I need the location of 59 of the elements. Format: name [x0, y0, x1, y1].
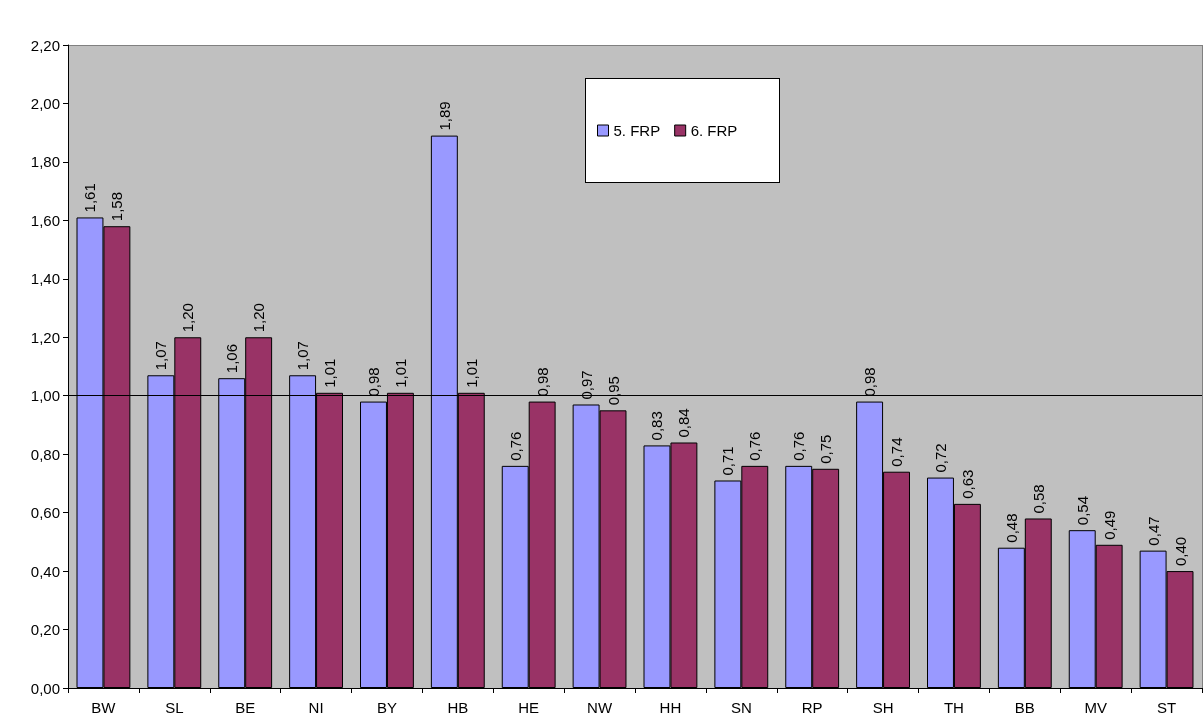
y-tick-label: 1,00	[30, 387, 60, 405]
data-label: 1,61	[81, 183, 99, 213]
data-label: 1,20	[179, 303, 197, 333]
data-label: 0,75	[817, 434, 835, 464]
x-tick-label: BE	[235, 699, 256, 716]
y-tick-label: 1,60	[30, 211, 60, 229]
legend-label: 6. FRP	[690, 122, 738, 139]
y-tick-label: 2,20	[30, 36, 60, 54]
data-label: 0,83	[648, 411, 666, 441]
data-label: 0,49	[1100, 510, 1118, 540]
y-tick-label: 0,20	[30, 621, 60, 639]
data-label: 1,06	[223, 343, 241, 374]
data-label: 0,76	[746, 431, 764, 461]
data-label: 0,48	[1002, 513, 1020, 543]
data-label: 0,47	[1144, 516, 1162, 546]
x-tick-label: HB	[447, 699, 469, 716]
data-label: 0,71	[719, 446, 737, 476]
x-tick-label: NW	[587, 699, 613, 716]
x-tick-label: HE	[518, 699, 540, 716]
x-tick-label: TH	[943, 699, 964, 716]
y-tick-label: 1,80	[30, 153, 60, 171]
data-label: 0,63	[958, 469, 976, 499]
data-label: 1,01	[321, 358, 339, 388]
data-label: 0,54	[1073, 495, 1091, 526]
x-tick-label: SH	[872, 699, 894, 716]
data-label: 0,97	[577, 370, 595, 400]
x-tick-label: HH	[659, 699, 682, 716]
y-tick-label: 1,40	[30, 270, 60, 288]
y-tick-label: 1,20	[30, 328, 60, 346]
x-tick-label: ST	[1156, 699, 1177, 716]
x-tick-label: NI	[308, 699, 324, 716]
x-tick-label: SL	[165, 699, 184, 716]
data-label: 1,07	[294, 341, 312, 371]
data-label: 0,95	[604, 376, 622, 406]
x-tick-label: BY	[376, 699, 397, 716]
y-tick-label: 0,80	[30, 445, 60, 463]
data-label: 0,72	[931, 443, 949, 473]
data-label: 1,01	[391, 358, 409, 388]
data-label: 0,58	[1029, 484, 1047, 514]
data-label: 0,40	[1171, 536, 1189, 567]
data-label: 0,76	[790, 431, 808, 461]
x-tick-label: MV	[1084, 699, 1107, 716]
x-tick-label: BW	[91, 699, 117, 716]
data-label: 0,84	[675, 408, 693, 438]
x-tick-label: RP	[801, 699, 823, 716]
y-tick-label: 0,60	[30, 504, 60, 522]
data-label: 0,76	[506, 431, 524, 461]
data-label: 1,58	[108, 192, 126, 222]
legend-label: 5. FRP	[613, 122, 661, 139]
data-label: 1,20	[250, 303, 268, 333]
y-tick-label: 0,40	[30, 562, 60, 580]
y-tick-label: 0,00	[30, 679, 60, 697]
data-label: 1,07	[152, 341, 170, 371]
data-label: 0,74	[888, 437, 906, 467]
data-label: 1,89	[435, 101, 453, 131]
y-tick-label: 2,00	[30, 94, 60, 112]
data-label: 1,01	[462, 358, 480, 388]
x-tick-label: BB	[1014, 699, 1035, 716]
x-tick-label: SN	[730, 699, 752, 716]
